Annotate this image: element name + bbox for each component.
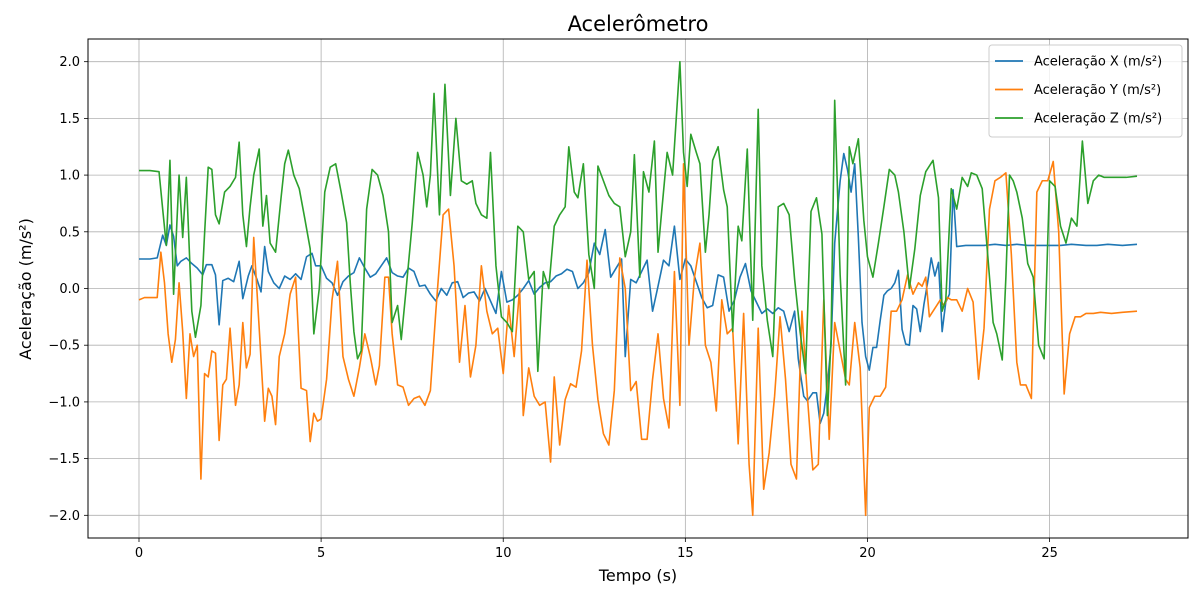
- y-tick-label: −1.5: [48, 452, 80, 467]
- legend-label-3: Aceleração Z (m/s²): [1034, 112, 1162, 127]
- legend: Aceleração X (m/s²) Aceleração Y (m/s²) Ac…: [988, 44, 1183, 138]
- y-tick-label: 1.5: [59, 112, 80, 127]
- y-axis-label: Aceleração (m/s²): [16, 218, 35, 360]
- y-tick-label: −1.0: [48, 395, 80, 410]
- chart-title: Acelerômetro: [568, 12, 709, 36]
- legend-label-2: Aceleração Y (m/s²): [1034, 83, 1161, 98]
- x-tick-label: 20: [859, 546, 876, 561]
- y-tick-label: 0.0: [59, 282, 80, 297]
- x-tick-label: 10: [495, 546, 512, 561]
- x-tick-label: 15: [677, 546, 694, 561]
- x-axis-label: Tempo (s): [598, 566, 677, 585]
- x-tick-label: 25: [1041, 546, 1058, 561]
- series-line-1: [138, 152, 1138, 425]
- y-tick-label: −2.0: [48, 509, 80, 524]
- legend-label-1: Aceleração X (m/s²): [1034, 55, 1162, 70]
- y-tick-label: 2.0: [59, 55, 80, 70]
- x-tick-label: 0: [135, 546, 143, 561]
- plot-area: [138, 60, 1138, 517]
- series-line-3: [138, 60, 1138, 417]
- legend-box: [988, 44, 1183, 138]
- y-tick-label: −0.5: [48, 339, 80, 354]
- y-tick-label: 1.0: [59, 169, 80, 184]
- y-tick-label: 0.5: [59, 225, 80, 240]
- ticks: 0 5 10 15 20 25 −2.0 −1.5 −1.0 −0.5 0.0 0.5 1.0 1.5 2.…: [48, 55, 1057, 561]
- x-tick-label: 5: [317, 546, 325, 561]
- series-line-2: [138, 160, 1138, 517]
